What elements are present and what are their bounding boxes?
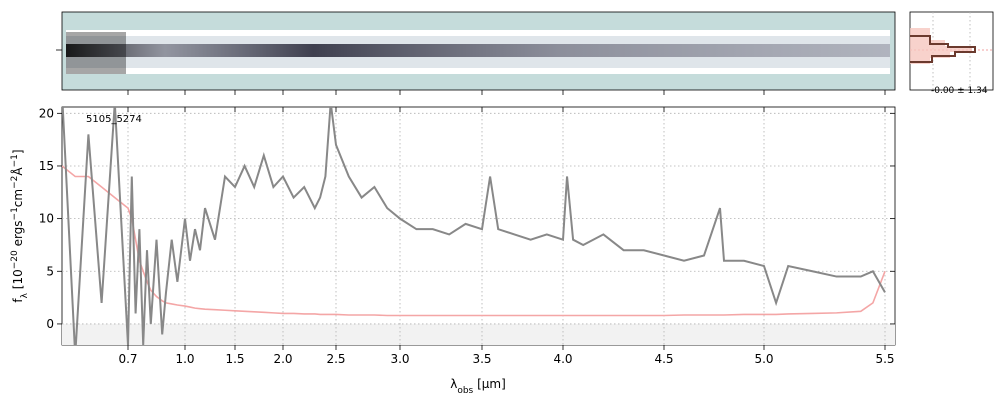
below-zero-band: [62, 323, 895, 345]
x-tick-label: 5.0: [754, 352, 773, 366]
y-tick-label: 15: [39, 159, 54, 173]
label-part: Å: [10, 167, 25, 176]
x-tick-label: 4.5: [654, 352, 673, 366]
x-axis-label: λobs [μm]: [450, 377, 506, 396]
side-label: -0.00 ± 1.34: [931, 86, 988, 96]
plot-area: [61, 106, 896, 346]
label-part: −1: [10, 154, 20, 167]
x-tick-label: 4.0: [553, 352, 572, 366]
x-tick-label: 3.0: [390, 352, 409, 366]
x-tick-label: 1.0: [175, 352, 194, 366]
label-part: −20: [10, 250, 20, 269]
side-histogram: -0.00 ± 1.34: [909, 11, 994, 96]
label-part: cm: [11, 189, 25, 207]
y-axis-label: fλ [10−20 ergs−1cm−2Å−1]: [10, 149, 30, 302]
flux-line: [62, 107, 886, 345]
x-tick-label: 2.0: [273, 352, 292, 366]
y-tick-label: 0: [46, 317, 54, 331]
label-part: λ: [450, 377, 457, 391]
label-part: ergs: [11, 220, 25, 250]
grid: [62, 107, 895, 345]
x-tick-label: 5.5: [875, 352, 894, 366]
label-part: f: [11, 298, 25, 303]
y-tick-label: 10: [39, 212, 54, 226]
x-tick-label: 2.5: [326, 352, 345, 366]
annotation: 5105_5274: [86, 114, 142, 125]
label-part: ]: [11, 149, 25, 154]
label-part: [μm]: [473, 377, 506, 391]
x-tick-label: 3.5: [472, 352, 491, 366]
y-tick-label: 20: [39, 106, 54, 120]
label-part: −1: [10, 207, 20, 220]
spectrum-2d: [56, 11, 896, 91]
label-part: obs: [457, 386, 473, 396]
y-tick-label: 5: [46, 264, 54, 278]
plot-marks: [62, 107, 886, 345]
axes: 0.7 1.0 1.5 2.0 2.5 3.0 3.5 4.0 4.5 5.0 5.5 0 5 10 15 2…: [39, 90, 895, 366]
x-tick-label: 1.5: [225, 352, 244, 366]
x-tick-label: 0.7: [118, 352, 137, 366]
error-line: [62, 165, 886, 317]
label-part: [10: [11, 269, 25, 293]
label-part: −2: [10, 176, 20, 189]
label-part: λ: [20, 292, 30, 298]
